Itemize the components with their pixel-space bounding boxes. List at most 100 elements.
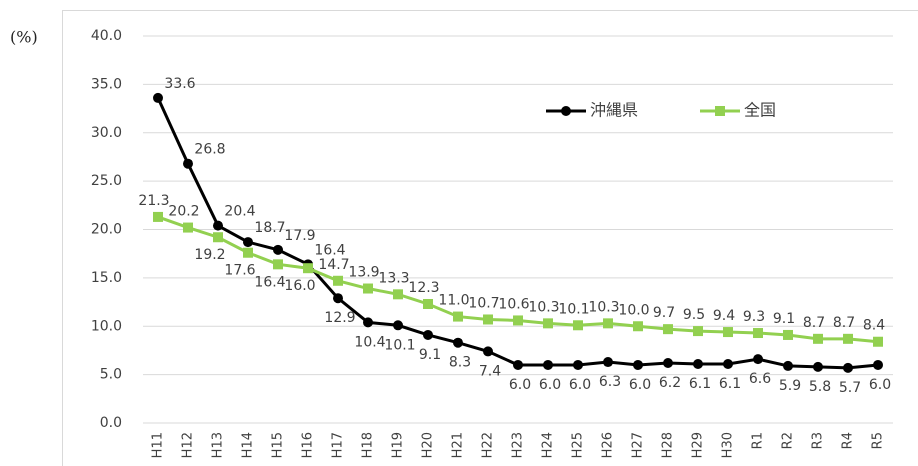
marker (453, 337, 463, 348)
data-label: 6.0 (509, 377, 531, 393)
marker (333, 293, 343, 304)
y-tick-label: 10.0 (91, 318, 122, 334)
x-tick-label: R4 (841, 432, 856, 449)
legend-label: 全国 (744, 101, 776, 120)
data-label: 10.3 (528, 299, 559, 315)
marker (483, 346, 493, 357)
marker (693, 326, 703, 337)
marker (633, 359, 643, 370)
data-label: 6.0 (869, 377, 891, 393)
marker (873, 359, 883, 370)
marker (723, 327, 733, 338)
data-label: 5.8 (809, 379, 831, 395)
x-tick-label: H22 (481, 432, 496, 458)
data-label: 17.9 (284, 228, 315, 244)
data-label: 19.2 (194, 247, 225, 263)
data-label: 7.4 (479, 363, 501, 379)
data-label: 9.5 (683, 307, 705, 323)
x-tick-label: H20 (421, 432, 436, 458)
data-label: 6.3 (599, 374, 621, 390)
x-tick-label: H30 (721, 432, 736, 458)
data-label: 9.4 (713, 308, 735, 324)
x-tick-label: R1 (751, 432, 766, 449)
marker (783, 329, 793, 340)
chart-frame (62, 10, 918, 466)
marker (423, 329, 433, 340)
marker (573, 359, 583, 370)
x-tick-label: H13 (211, 432, 226, 458)
data-label: 10.0 (618, 302, 649, 318)
data-label: 8.3 (449, 355, 471, 371)
data-label: 6.0 (539, 377, 561, 393)
data-label: 5.7 (839, 380, 861, 396)
data-label: 8.4 (863, 318, 885, 334)
data-label: 6.1 (689, 376, 711, 392)
x-tick-label: H27 (631, 432, 646, 458)
data-label: 26.8 (194, 142, 225, 158)
marker (843, 333, 853, 344)
marker (603, 318, 613, 329)
marker (423, 298, 433, 309)
data-label: 20.4 (224, 204, 255, 220)
marker (363, 317, 373, 328)
data-label: 13.3 (378, 270, 409, 286)
marker (723, 358, 733, 369)
data-label: 13.9 (348, 265, 379, 281)
x-tick-label: H23 (511, 432, 526, 458)
data-label: 8.7 (803, 315, 825, 331)
marker (183, 158, 193, 169)
unit-label: (%) (10, 28, 38, 47)
y-tick-label: 30.0 (91, 125, 122, 141)
marker (333, 275, 343, 286)
data-label: 12.9 (324, 310, 355, 326)
data-label: 21.3 (138, 193, 169, 209)
data-label: 9.7 (653, 305, 675, 321)
x-tick-label: H11 (151, 432, 166, 458)
marker (813, 333, 823, 344)
data-label: 33.6 (164, 76, 195, 92)
marker (183, 222, 193, 233)
data-label: 14.7 (318, 257, 349, 273)
x-tick-label: H18 (361, 432, 376, 458)
data-label: 11.0 (438, 293, 469, 309)
marker (753, 328, 763, 339)
y-tick-label: 25.0 (91, 173, 122, 189)
data-label: 16.4 (314, 242, 345, 258)
marker (303, 263, 313, 274)
marker (153, 211, 163, 222)
legend-label: 沖縄県 (590, 101, 638, 120)
data-label: 16.4 (254, 274, 285, 290)
marker (663, 358, 673, 369)
x-tick-label: R3 (811, 432, 826, 449)
data-label: 5.9 (779, 378, 801, 394)
data-label: 9.1 (773, 311, 795, 327)
x-tick-label: H17 (331, 432, 346, 458)
data-label: 16.0 (284, 278, 315, 294)
marker (663, 324, 673, 335)
marker (513, 315, 523, 326)
x-tick-label: H26 (601, 432, 616, 458)
marker (603, 357, 613, 368)
legend-marker (715, 106, 725, 116)
x-tick-label: H19 (391, 432, 406, 458)
data-label: 12.3 (408, 280, 439, 296)
marker (393, 289, 403, 300)
x-tick-label: H24 (541, 432, 556, 458)
marker (483, 314, 493, 325)
marker (153, 92, 163, 103)
marker (573, 320, 583, 331)
y-tick-label: 5.0 (100, 367, 122, 383)
marker (753, 354, 763, 365)
data-label: 9.3 (743, 309, 765, 325)
x-tick-label: R2 (781, 432, 796, 449)
data-label: 9.1 (419, 347, 441, 363)
data-label: 10.3 (588, 299, 619, 315)
x-tick-label: H28 (661, 432, 676, 458)
x-tick-label: H21 (451, 432, 466, 458)
x-tick-label: H16 (301, 432, 316, 458)
y-tick-label: 20.0 (91, 222, 122, 238)
x-tick-label: R5 (871, 432, 886, 449)
data-label: 6.6 (749, 371, 771, 387)
legend-marker (561, 106, 571, 116)
